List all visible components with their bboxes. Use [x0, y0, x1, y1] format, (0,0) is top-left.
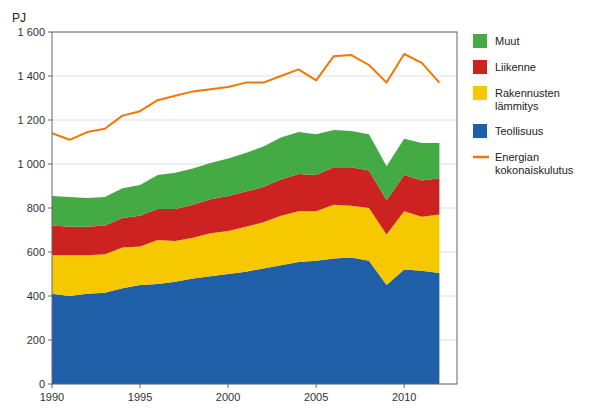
plot-area	[52, 54, 439, 384]
x-tick	[316, 384, 317, 388]
plot-frame	[52, 32, 457, 384]
y-tick	[48, 208, 52, 209]
legend-swatch	[473, 86, 487, 100]
y-tick	[48, 384, 52, 385]
legend-swatch	[473, 34, 487, 48]
y-tick-label: 1 200	[17, 114, 45, 126]
x-tick-label: 1990	[40, 391, 64, 403]
area-series	[52, 130, 439, 227]
y-tick-label: 200	[27, 334, 45, 346]
y-tick	[48, 120, 52, 121]
grid-line	[52, 120, 457, 121]
x-tick-label: 2005	[304, 391, 328, 403]
grid-line	[52, 76, 457, 77]
chart: 0 200 400 600 800 1 000 1 200 1 400 1 600 1990 199…	[0, 0, 607, 418]
legend-label: Teollisuus	[495, 125, 544, 137]
y-tick-label: 400	[27, 290, 45, 302]
legend-swatch	[473, 124, 487, 138]
legend: Muut Liikenne Rakennustenlämmitys Teollisuu…	[473, 34, 574, 176]
y-tick	[48, 296, 52, 297]
y-tick-label: 1 000	[17, 158, 45, 170]
line-series	[52, 54, 439, 140]
x-tick	[52, 384, 53, 388]
x-tick-label: 2010	[392, 391, 416, 403]
axes: 0 200 400 600 800 1 000 1 200 1 400 1 600 1990 199…	[17, 26, 416, 403]
y-tick-label: 800	[27, 202, 45, 214]
y-tick-label: 1 600	[17, 26, 45, 38]
y-tick	[48, 164, 52, 165]
x-tick	[140, 384, 141, 388]
y-tick-label: 600	[27, 246, 45, 258]
y-tick	[48, 340, 52, 341]
y-axis-label: PJ	[12, 11, 26, 25]
x-tick-label: 1995	[128, 391, 152, 403]
y-tick	[48, 252, 52, 253]
x-tick	[228, 384, 229, 388]
y-tick-label: 1 400	[17, 70, 45, 82]
y-tick-label: 0	[39, 378, 45, 390]
x-tick	[404, 384, 405, 388]
legend-swatch	[473, 60, 487, 74]
legend-label: Energiankokonaiskulutus	[495, 151, 574, 176]
legend-label: Liikenne	[495, 61, 536, 73]
x-tick-label: 2000	[216, 391, 240, 403]
legend-label: Muut	[495, 35, 519, 47]
grid	[52, 32, 457, 384]
y-tick	[48, 76, 52, 77]
legend-swatch	[473, 156, 489, 159]
legend-label: Rakennustenlämmitys	[495, 87, 560, 112]
y-tick	[48, 32, 52, 33]
